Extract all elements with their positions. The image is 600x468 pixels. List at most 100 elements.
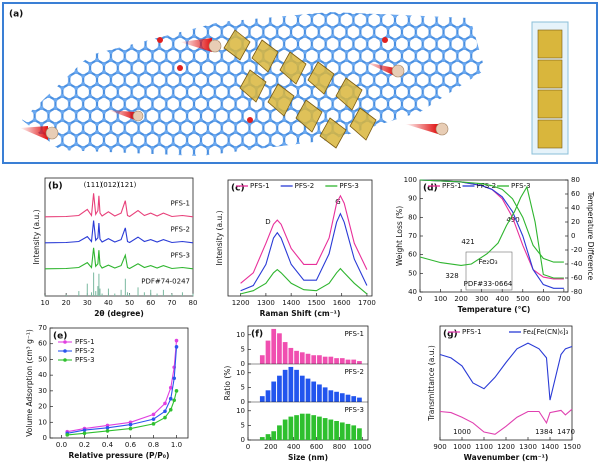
bar [345, 359, 351, 364]
y-tick-label: 20 [38, 403, 47, 411]
bar [305, 378, 311, 402]
panel-label: (d) [423, 184, 438, 194]
octahedra [223, 29, 377, 149]
x-tick-label: 0.8 [148, 441, 159, 449]
panel-label: (c) [231, 184, 245, 194]
y-tick-label: 40 [38, 371, 47, 379]
point [168, 407, 173, 412]
x-tick-label: 50 [125, 299, 134, 307]
bar [294, 415, 299, 440]
point [128, 426, 133, 431]
legend-label: PFS-2 [75, 347, 95, 355]
legend-label: PFS-1 [75, 338, 95, 346]
series-label: PDF#74-0247 [141, 278, 190, 286]
bar [282, 419, 288, 440]
annotation: G [335, 198, 340, 206]
point [151, 412, 156, 417]
bar [357, 361, 362, 364]
bar [351, 396, 357, 402]
bar [351, 359, 357, 364]
series-line [44, 193, 194, 218]
series-line [44, 220, 194, 244]
y-tick-label: 5 [241, 383, 245, 391]
point [168, 396, 173, 401]
inset-crystal [531, 21, 569, 155]
y-axis-title: Transmittance (a.u.) [427, 345, 436, 422]
y2-axis-title: Temperature Difference [586, 191, 595, 281]
point [82, 431, 87, 436]
point [172, 376, 176, 381]
point [163, 409, 167, 414]
y-tick-label: 90 [408, 195, 417, 203]
point [128, 422, 133, 427]
series-line [439, 342, 573, 401]
y-tick-label: 0 [241, 398, 245, 406]
series-line [240, 267, 368, 295]
legend-marker [63, 340, 67, 344]
y2-tick-label: 60 [571, 190, 580, 198]
x-tick-label: 10 [41, 299, 50, 307]
bar [299, 413, 305, 440]
annotation: Fe₂O₃ [478, 258, 497, 266]
legend-label: PFS-3 [339, 182, 359, 190]
x-axis-title: Temperature (°C) [458, 305, 531, 314]
y-axis-title: Intensity (a.u.) [215, 210, 224, 265]
bar [311, 381, 317, 402]
bar [282, 369, 288, 402]
bar [339, 422, 345, 440]
y-tick-label: 5 [241, 345, 245, 353]
bar [259, 396, 265, 402]
y-tick-label: 80 [408, 213, 417, 221]
series-label: PFS-3 [170, 252, 190, 260]
bar [271, 381, 277, 402]
bar [271, 431, 277, 440]
x-tick-label: 1.0 [171, 441, 182, 449]
y-tick-label: 5 [241, 421, 245, 429]
x-tick-label: 0.6 [125, 441, 137, 449]
panel-label: (a) [9, 10, 23, 20]
bar [299, 352, 305, 364]
x-tick-label: 1300 [519, 443, 537, 451]
point [168, 385, 173, 390]
bar [328, 356, 334, 364]
point [105, 425, 110, 430]
bar [288, 366, 294, 402]
x-tick-label: 1300 [257, 299, 275, 307]
legend-label: PFS-1 [442, 182, 462, 190]
x-axis-title: Wavenumber (cm⁻¹) [464, 453, 549, 462]
legend-label: PFS-3 [511, 182, 531, 190]
bar [294, 350, 299, 364]
y-tick-label: 0 [43, 434, 47, 442]
legend-label: PFS-2 [295, 182, 315, 190]
x-tick-label: 1000 [453, 443, 471, 451]
point [172, 398, 176, 403]
annotation: 1470 [557, 428, 575, 436]
panel-label: (g) [443, 330, 458, 340]
x-axis-title: Raman Shift (cm⁻¹) [260, 309, 341, 318]
legend-label: Fe₄[Fe(CN)₆]₃ [523, 328, 569, 336]
bar [328, 419, 334, 440]
bar [299, 375, 305, 402]
x-tick-label: 0.0 [56, 441, 67, 449]
y2-tick-label: 40 [571, 204, 580, 212]
y-tick-label: 100 [404, 176, 417, 184]
bar [322, 356, 328, 364]
bar [322, 418, 328, 440]
bar [345, 394, 351, 402]
x-tick-label: 200 [454, 295, 467, 303]
point [151, 417, 156, 421]
legend-marker [63, 349, 67, 353]
x-axis-title: 2θ (degree) [94, 309, 144, 318]
bar [265, 340, 271, 364]
plot-frame [44, 177, 194, 297]
bar [351, 425, 357, 440]
y-tick-label: 30 [38, 387, 47, 395]
x-tick-label: 800 [333, 443, 346, 451]
bar [305, 353, 311, 364]
point [174, 389, 179, 393]
y-tick-label: 0 [241, 360, 245, 368]
y-axis-title: Intensity (a.u.) [32, 209, 41, 264]
point [174, 338, 179, 343]
y-tick-label: 10 [38, 418, 47, 426]
